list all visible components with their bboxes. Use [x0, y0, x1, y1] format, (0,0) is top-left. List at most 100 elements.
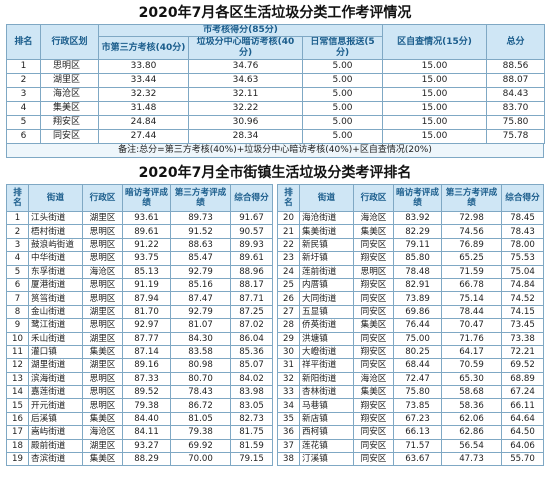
table-cell: 灌口镇: [28, 344, 83, 360]
table-cell: 新圩镇: [299, 251, 354, 266]
table-row: 26 大同街道 同安区 73.89 75.14 74.52: [277, 291, 544, 306]
table-cell: 海沧区: [82, 264, 123, 279]
table-cell: 62.86: [441, 425, 502, 440]
table-row: 30 大嶝街道 翔安区 80.25 64.17 72.21: [277, 344, 544, 360]
table-row: 34 马巷镇 翔安区 73.85 58.36 66.11: [277, 398, 544, 413]
table-cell: 同安区: [353, 452, 394, 467]
table-cell: 金山街道: [28, 304, 83, 320]
table-cell: 湖里区: [82, 331, 123, 346]
table-cell: 75.00: [393, 331, 442, 346]
table-cell: 82.29: [393, 224, 442, 239]
table-cell: 思明区: [82, 398, 123, 413]
table-cell: 1: [6, 59, 41, 74]
table-cell: 34: [277, 398, 300, 413]
table-cell: 莲花镇: [299, 438, 354, 454]
table-cell: 开元街道: [28, 398, 83, 413]
table-cell: 5.00: [301, 87, 384, 102]
note: 备注:总分=第三方考核(40%)+垃圾分中心暗访考核(40%)+区自查情况(20…: [6, 144, 544, 158]
table-cell: 莲前街道: [299, 264, 354, 279]
table-cell: 新店镇: [299, 411, 354, 427]
table-cell: 湖里区: [82, 304, 123, 320]
table-cell: 7: [6, 291, 29, 306]
header-cell: 暗访考评成绩: [122, 184, 171, 212]
table-cell: 87.33: [122, 371, 171, 387]
table-cell: 17: [6, 425, 29, 440]
table-cell: 89.52: [122, 385, 171, 400]
table-cell: 87.25: [230, 304, 273, 320]
table-cell: 83.92: [393, 210, 442, 226]
table-row: 3 鼓浪屿街道 思明区 91.22 88.63 89.93: [6, 237, 273, 253]
table-cell: 62.06: [441, 411, 502, 427]
table-cell: 89.16: [122, 358, 171, 373]
table-row: 22 新民镇 同安区 79.11 76.89 78.00: [277, 237, 544, 253]
table-cell: 79.11: [393, 237, 442, 253]
table-cell: 思明区: [82, 318, 123, 333]
table-cell: 翔安区: [353, 277, 394, 293]
table-cell: 65.30: [441, 371, 502, 387]
table-cell: 68.89: [501, 371, 544, 387]
table-row: 3 海沧区 32.32 32.11 5.00 15.00 84.43: [6, 87, 546, 102]
table-cell: 31: [277, 358, 300, 373]
table-cell: 92.79: [170, 304, 231, 320]
table-cell: 侨英街道: [299, 318, 354, 333]
table-cell: 10: [6, 331, 29, 346]
table-cell: 祥平街道: [299, 358, 354, 373]
table-cell: 93.75: [122, 251, 171, 266]
table-cell: 集美区: [82, 344, 123, 360]
table-cell: 海沧区: [40, 87, 99, 102]
header-cell: 街道: [28, 184, 83, 212]
table-cell: 89.93: [230, 237, 273, 253]
table-cell: 湖里区: [40, 73, 99, 88]
table-cell: 91.19: [122, 277, 171, 293]
table-cell: 5.00: [301, 115, 384, 130]
header-row: 排名 街道 行政区 暗访考评成绩 第三方考评成绩 综合得分: [277, 184, 544, 212]
table-cell: 五显镇: [299, 304, 354, 320]
table-cell: 89.61: [230, 251, 273, 266]
table-cell: 75.80: [486, 115, 546, 130]
table-cell: 15.00: [382, 129, 488, 144]
table-cell: 翔安区: [353, 411, 394, 427]
table-row: 1 江头街道 湖里区 93.61 89.73 91.67: [6, 210, 273, 226]
table-cell: 27.44: [98, 129, 189, 144]
table-cell: 思明区: [82, 291, 123, 306]
table-cell: 禾山街道: [28, 331, 83, 346]
table-cell: 81.05: [170, 411, 231, 427]
table-cell: 思明区: [82, 237, 123, 253]
table-cell: 5: [6, 115, 41, 130]
table2-container: 排名 街道 行政区 暗访考评成绩 第三方考评成绩 综合得分 1 江头街道 湖里区 93.61 89.…: [6, 184, 544, 467]
table-cell: 同安区: [353, 237, 394, 253]
table-cell: 15.00: [382, 73, 488, 88]
table-cell: 70.59: [441, 358, 502, 373]
table-cell: 15.00: [382, 101, 488, 116]
table-cell: 9: [6, 318, 29, 333]
table-cell: 75.04: [501, 264, 544, 279]
table-cell: 海沧区: [353, 371, 394, 387]
table-cell: 73.89: [393, 291, 442, 306]
table-cell: 85.13: [122, 264, 171, 279]
table-cell: 8: [6, 304, 29, 320]
table-cell: 70.47: [441, 318, 502, 333]
header-cell: 暗访考评成绩: [393, 184, 442, 212]
table-cell: 75.80: [393, 385, 442, 400]
table-cell: 88.96: [230, 264, 273, 279]
table-cell: 集美区: [353, 318, 394, 333]
table-cell: 5.00: [301, 129, 384, 144]
table-cell: 5.00: [301, 73, 384, 88]
table-cell: 83.58: [170, 344, 231, 360]
table-row: 8 金山街道 湖里区 81.70 92.79 87.25: [6, 304, 273, 320]
table-cell: 15.00: [382, 87, 488, 102]
table-cell: 70.00: [170, 452, 231, 467]
header-cell: 第三方考评成绩: [170, 184, 231, 212]
header-cell: 第三方考评成绩: [441, 184, 502, 212]
table-cell: 16: [6, 411, 29, 427]
table-row: 35 新店镇 翔安区 67.23 62.06 64.64: [277, 411, 544, 427]
table-cell: 湖里街道: [28, 358, 83, 373]
table-cell: 湖里区: [82, 358, 123, 373]
table-cell: 73.38: [501, 331, 544, 346]
table-cell: 72.98: [441, 210, 502, 226]
table-cell: 82.73: [230, 411, 273, 427]
table-cell: 湖里区: [82, 438, 123, 454]
table-cell: 85.47: [170, 251, 231, 266]
table-cell: 88.07: [486, 73, 546, 88]
